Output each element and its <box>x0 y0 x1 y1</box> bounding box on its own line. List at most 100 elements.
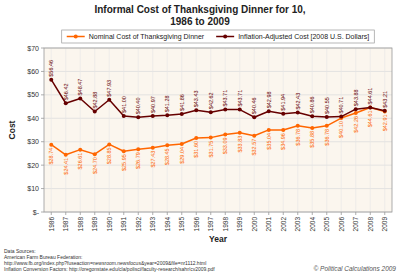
tick-label: 2009 <box>381 217 388 232</box>
tick-label: 2004 <box>309 217 316 232</box>
point <box>122 149 126 153</box>
legend-marker <box>223 35 227 39</box>
grid-line <box>167 48 168 212</box>
plot-background <box>44 48 392 212</box>
tick <box>370 212 371 215</box>
data-label: $26.79 <box>135 152 141 169</box>
grid-line <box>312 48 313 212</box>
data-label: $33.83 <box>237 136 243 153</box>
point <box>223 132 227 136</box>
tick-label: $50 <box>27 91 39 98</box>
tick-label: 2005 <box>323 217 330 232</box>
tick-label: 2007 <box>352 217 359 232</box>
title: Informal Cost of Thanksgiving Dinner for… <box>94 4 305 15</box>
data-label: $43.21 <box>382 91 388 108</box>
y-axis-label: Cost <box>7 120 17 139</box>
tick <box>326 212 327 215</box>
data-label: $26.61 <box>77 153 83 170</box>
tick <box>41 118 44 119</box>
grid-line <box>370 48 371 212</box>
grid-line <box>138 48 139 212</box>
point <box>93 110 97 114</box>
tick-label: $- <box>33 209 40 216</box>
grid-line <box>94 48 95 212</box>
data-label: $40.86 <box>309 96 315 113</box>
point <box>136 147 140 151</box>
data-label: $42.98 <box>266 91 272 108</box>
tick <box>283 212 284 215</box>
point <box>180 142 184 146</box>
point <box>165 143 169 147</box>
tick-label: 1987 <box>62 217 69 232</box>
point <box>78 148 82 152</box>
point <box>339 115 343 119</box>
grid-line <box>239 48 240 212</box>
tick-label: 1986 <box>48 217 55 232</box>
point <box>194 136 198 140</box>
data-label: $25.95 <box>121 154 127 171</box>
point <box>122 114 126 118</box>
point <box>383 109 387 113</box>
point <box>296 124 300 128</box>
data-label: $43.71 <box>237 90 243 107</box>
tick-label: 1998 <box>222 217 229 232</box>
data-label: $35.04 <box>266 133 272 150</box>
data-label: $41.00 <box>121 96 127 113</box>
data-label: $40.40 <box>135 98 141 115</box>
tick-label: 1999 <box>236 217 243 232</box>
grid-line <box>196 48 197 212</box>
data-label: $28.85 <box>106 147 112 164</box>
data-label: $40.97 <box>150 96 156 113</box>
tick <box>152 212 153 215</box>
subtitle: 1986 to 2009 <box>170 16 230 27</box>
point <box>93 152 97 156</box>
legend-label: Nominal Cost of Thanksgiving Dinner <box>89 33 205 41</box>
tick <box>297 212 298 215</box>
point <box>180 112 184 116</box>
tick-label: 1989 <box>91 217 98 232</box>
legend-marker <box>74 35 78 39</box>
y-axis: $-$10$20$30$40$50$60$70 <box>27 45 44 216</box>
tick <box>41 48 44 49</box>
point <box>151 146 155 150</box>
tick <box>196 212 197 215</box>
grid-line <box>65 48 66 212</box>
legend-label: Inflation-Adjusted Cost [2008 U.S. Dolla… <box>238 33 369 41</box>
tick <box>239 212 240 215</box>
data-label: $43.71 <box>222 90 228 107</box>
point <box>325 124 329 128</box>
annotation: Data Sources:American Farm Bureau Federa… <box>4 248 215 272</box>
data-label: $32.57 <box>251 139 257 156</box>
point <box>368 105 372 109</box>
tick-label: 2008 <box>367 217 374 232</box>
data-label: $36.78 <box>295 129 301 146</box>
data-label: $40.46 <box>251 97 257 114</box>
data-label: $44.61 <box>367 110 373 127</box>
tick <box>210 212 211 215</box>
grid-line <box>44 141 392 142</box>
series-line <box>51 80 385 118</box>
point <box>165 113 169 117</box>
tick <box>41 141 44 142</box>
tick <box>225 212 226 215</box>
point <box>310 126 314 130</box>
chart: Informal Cost of Thanksgiving Dinner for… <box>0 0 400 274</box>
point <box>107 142 111 146</box>
plot-frame <box>44 48 392 212</box>
grid-line <box>254 48 255 212</box>
tick-label: $70 <box>27 45 39 52</box>
tick <box>138 212 139 215</box>
tick-label: 1995 <box>178 217 185 232</box>
point <box>325 115 329 119</box>
data-label: $28.74 <box>48 148 54 165</box>
point <box>310 114 314 118</box>
tick-label: $40 <box>27 115 39 122</box>
point <box>354 111 358 115</box>
point <box>64 101 68 105</box>
tick <box>41 188 44 189</box>
point <box>238 131 242 135</box>
data-label: $40.10 <box>338 121 344 138</box>
data-label: $42.88 <box>92 92 98 109</box>
data-label: $27.43 <box>150 151 156 168</box>
point <box>281 112 285 116</box>
